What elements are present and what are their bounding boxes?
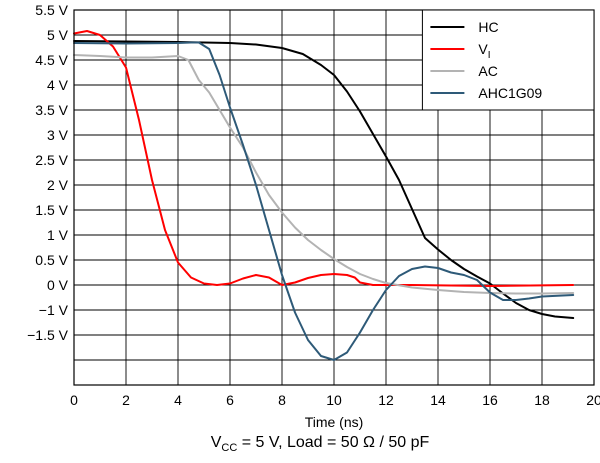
y-tick-label: −1.5 V: [27, 327, 69, 343]
caption: VCC = 5 V, Load = 50 Ω / 50 pF: [211, 434, 430, 454]
y-tick-label: 3.5 V: [35, 102, 68, 118]
y-tick-label: 4.5 V: [35, 52, 68, 68]
x-tick-label: 18: [534, 392, 550, 408]
legend-label: AC: [478, 63, 497, 79]
x-tick-labels: 0 2 4 6 8 10 12 14 16 18 20: [70, 392, 600, 408]
y-tick-label: 5.5 V: [35, 2, 68, 18]
series-line-ac: [73, 54, 575, 295]
legend-label: AHC1G09: [478, 85, 542, 101]
x-tick-label: 6: [226, 392, 234, 408]
x-tick-label: 0: [70, 392, 78, 408]
y-tick-label: 4 V: [47, 77, 69, 93]
legend-label-sub: I: [488, 50, 491, 61]
x-tick-label: 10: [326, 392, 342, 408]
y-tick-label: 1 V: [47, 227, 69, 243]
x-tick-label: 14: [430, 392, 446, 408]
y-tick-label: 2 V: [47, 177, 69, 193]
y-tick-label: 0.5 V: [35, 252, 68, 268]
y-tick-label: 2.5 V: [35, 152, 68, 168]
x-tick-label: 20: [586, 392, 600, 408]
series-lines: [73, 30, 575, 361]
series-line-ahc1g09: [73, 41, 575, 361]
y-tick-label: 3 V: [47, 127, 69, 143]
x-tick-label: 12: [378, 392, 394, 408]
x-tick-label: 16: [482, 392, 498, 408]
x-tick-label: 2: [122, 392, 130, 408]
caption-rest: = 5 V, Load = 50 Ω / 50 pF: [237, 434, 429, 451]
series-line-v: [73, 30, 575, 287]
y-tick-label: 1.5 V: [35, 202, 68, 218]
legend-label: HC: [478, 19, 498, 35]
y-tick-labels: 5.5 V 5 V 4.5 V 4 V 3.5 V 3 V 2.5 V 2 V 1.5 V 1 V…: [27, 2, 69, 343]
y-tick-label: −1 V: [39, 302, 69, 318]
caption-v: V: [211, 434, 222, 451]
x-tick-label: 8: [278, 392, 286, 408]
caption-sub: CC: [221, 442, 237, 454]
x-tick-label: 4: [174, 392, 182, 408]
x-axis-label: Time (ns): [305, 414, 364, 430]
y-tick-label: 0 V: [47, 277, 69, 293]
legend: HC VI AC AHC1G09: [421, 9, 595, 111]
legend-label: VI: [478, 41, 490, 61]
y-tick-label: 5 V: [47, 27, 69, 43]
plot-frame: [73, 9, 595, 386]
